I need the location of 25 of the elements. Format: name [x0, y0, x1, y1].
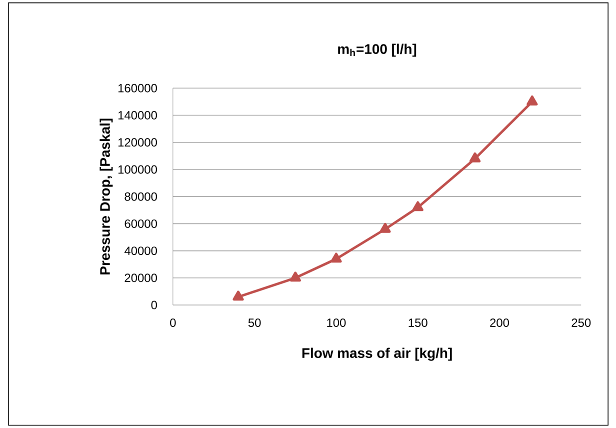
- y-tick-label: 40000: [124, 246, 157, 256]
- x-tick-label: 150: [408, 318, 428, 327]
- y-tick-label: 20000: [124, 274, 157, 282]
- point: [469, 152, 481, 162]
- y-tick-label: 140000: [118, 111, 157, 120]
- point: [380, 222, 391, 233]
- point: [526, 95, 538, 106]
- y-tick-label: 80000: [124, 192, 157, 201]
- point: [330, 252, 342, 263]
- point: [412, 201, 424, 212]
- x-tick-label: 200: [490, 318, 509, 327]
- y-tick-label: 160000: [118, 84, 157, 92]
- y-tick-label: 60000: [124, 219, 157, 228]
- point: [232, 290, 244, 301]
- chart-title: m$_{h}$=100 [l/h]: [338, 44, 416, 57]
- x-axis-title: Flow mass of air [kg/h]: [302, 348, 452, 361]
- x-tick-label: 0: [170, 318, 176, 327]
- y-axis-title: Pressure Drop, [Paskal]: [100, 118, 113, 274]
- y-tick-label: 120000: [118, 138, 157, 147]
- x-tick-label: 250: [572, 318, 591, 327]
- x-tick-label: 50: [248, 318, 261, 327]
- x-tick-label: 100: [327, 318, 346, 327]
- point: [290, 272, 301, 282]
- y-tick-label: 0: [151, 300, 157, 310]
- y-tick-label: 100000: [118, 165, 157, 174]
